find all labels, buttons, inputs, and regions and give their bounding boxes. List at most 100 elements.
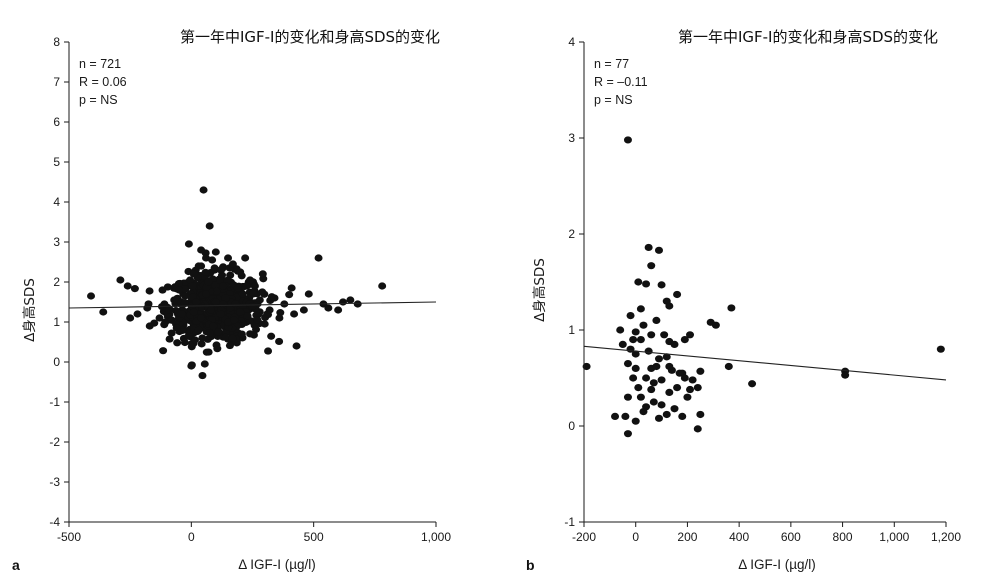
panel-b-y-tick-label: 3 xyxy=(568,131,575,145)
panel-b-data-point xyxy=(665,388,674,396)
panel-a-data-point xyxy=(246,276,255,284)
panel-a-y-tick-label: 2 xyxy=(53,275,60,289)
panel-b-data-point xyxy=(654,414,663,422)
panel-a-data-point xyxy=(194,262,203,270)
panel-b-regression-line xyxy=(583,345,947,381)
panel-b-data-point xyxy=(621,412,630,420)
panel-a-data-point xyxy=(253,316,262,324)
panel-a-data-point xyxy=(155,314,164,322)
panel-b-data-point xyxy=(647,262,656,270)
panel-a-data-point xyxy=(225,341,234,350)
panel-a-data-point xyxy=(242,282,251,290)
panel-a-data-point xyxy=(231,300,240,308)
panel-a-data-point xyxy=(194,326,203,334)
panel-a-data-point xyxy=(258,288,267,296)
panel-a-data-point xyxy=(143,304,152,312)
panel-b-data-point xyxy=(727,304,736,312)
panel-b-data-point xyxy=(688,376,697,384)
panel-a-data-point xyxy=(165,306,174,314)
panel-a-data-point xyxy=(198,334,207,342)
panel-b-data-point xyxy=(616,326,625,334)
panel-a-y-tick-label: 3 xyxy=(53,235,60,249)
panel-a-data-point xyxy=(187,362,196,370)
panel-a-data-point xyxy=(219,300,228,308)
panel-b-data-point xyxy=(623,360,632,368)
panel-b-y-tick-label: 0 xyxy=(568,419,575,433)
panel-a-x-tick-label: 500 xyxy=(304,530,324,544)
panel-a-data-point xyxy=(208,256,217,264)
panel-a-data-point xyxy=(224,254,233,262)
panel-a-data-point xyxy=(248,302,257,310)
panel-a-data-point xyxy=(216,277,225,285)
panel-a-data-point xyxy=(275,337,284,346)
panel-a-data-point xyxy=(236,308,245,316)
panel-b-points xyxy=(582,136,945,438)
panel-a-data-point xyxy=(202,348,211,356)
panel-a-data-point xyxy=(205,329,214,337)
panel-a-data-point xyxy=(123,282,132,290)
panel-b-data-point xyxy=(693,425,702,433)
panel-b-data-point xyxy=(631,350,640,358)
panel-a-data-point xyxy=(189,270,198,278)
panel-a-data-point xyxy=(99,308,108,316)
panel-b-x-axis-label: Δ IGF-I (µg/l) xyxy=(738,557,816,572)
panel-a-data-point xyxy=(287,284,296,292)
panel-a-y-tick-label: -4 xyxy=(49,515,60,529)
panel-b-data-point xyxy=(665,302,674,310)
panel-b-x-tick-label: 0 xyxy=(632,530,639,544)
panel-b-x-tick-label: 1,000 xyxy=(879,530,909,544)
panel-a-data-point xyxy=(228,334,237,343)
panel-b: -1 0 1 2 3 4 -200 0 200 400 600 800 1,000 1,200 第一年中I… xyxy=(526,28,961,573)
panel-a-data-point xyxy=(224,318,233,326)
panel-a-data-point xyxy=(178,326,187,334)
panel-b-data-point xyxy=(665,362,674,371)
panel-a-data-point xyxy=(189,308,198,316)
panel-a-data-point xyxy=(290,310,299,318)
panel-b-data-point xyxy=(724,362,733,371)
panel-a-data-point xyxy=(267,332,276,340)
panel-b-data-point xyxy=(611,412,620,420)
panel-a-y-tick-label: 8 xyxy=(53,35,60,49)
panel-a-data-point xyxy=(211,298,220,306)
panel-a-data-point xyxy=(276,309,285,317)
panel-b-data-point xyxy=(670,405,679,413)
panel-b-stat-r: R = –0.11 xyxy=(594,75,648,89)
panel-a-data-point xyxy=(126,314,135,322)
panel-b-y-tick-label: 4 xyxy=(568,35,575,49)
panel-a-data-point xyxy=(198,371,207,380)
panel-a-data-point xyxy=(260,320,269,328)
panel-a-data-point xyxy=(210,264,219,272)
panel-b-data-point xyxy=(623,430,632,438)
panel-b-data-point xyxy=(649,398,658,406)
panel-a-y-tick-label: 0 xyxy=(53,355,60,369)
panel-a-data-point xyxy=(145,287,154,295)
panel-a-data-point xyxy=(211,281,220,289)
panel-a-y-tick-label: -2 xyxy=(49,435,60,449)
panel-b-data-point xyxy=(673,290,682,299)
panel-a-x-axis-label: Δ IGF-I (µg/l) xyxy=(238,557,316,572)
panel-b-data-point xyxy=(683,393,692,401)
panel-b-data-point xyxy=(644,347,653,355)
panel-a-data-point xyxy=(228,260,237,268)
panel-a-data-point xyxy=(237,330,246,338)
panel-a-data-point xyxy=(201,268,210,276)
panel-b-data-point xyxy=(662,410,671,419)
panel-a-data-point xyxy=(212,287,221,295)
panel-b-data-point xyxy=(636,393,645,401)
panel-b-data-point xyxy=(639,321,648,329)
panel-b-data-point xyxy=(623,393,632,401)
panel-a-regression-line xyxy=(68,301,437,309)
panel-a-data-point xyxy=(145,322,154,330)
panel-b-y-tick-label: 2 xyxy=(568,227,575,241)
panel-a-y-axis-label: Δ身高SDS xyxy=(21,278,38,342)
panel-a-x-tick-label: 0 xyxy=(188,530,195,544)
panel-a-y-tick-label: -3 xyxy=(49,475,60,489)
panel-a-label: a xyxy=(12,557,20,573)
panel-a-data-point xyxy=(214,328,223,336)
panel-b-data-point xyxy=(693,384,702,392)
panel-b-data-point xyxy=(582,362,591,371)
panel-a-data-point xyxy=(172,324,181,332)
panel-b-data-point xyxy=(652,362,661,371)
panel-a: -4 -3 -2 -1 0 1 2 3 4 5 6 7 8 -500 0 500 1,000 第一年中IGF-I… xyxy=(12,28,451,573)
